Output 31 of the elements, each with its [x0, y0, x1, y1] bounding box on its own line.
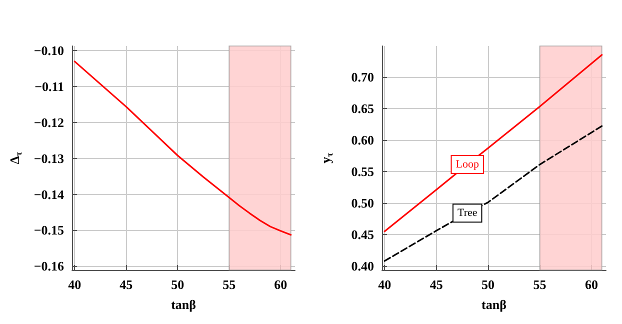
x-tick-label: 40 — [378, 277, 392, 292]
y-tick-label: −0.10 — [34, 43, 64, 58]
x-tick-label: 45 — [120, 277, 134, 292]
line-series — [74, 60, 292, 236]
line-series — [384, 54, 603, 232]
y-axis-title: yτ — [318, 152, 334, 164]
x-tick-label: 55 — [533, 277, 547, 292]
x-axis-title: tanβ — [482, 297, 507, 312]
x-tick-label: 55 — [222, 277, 236, 292]
y-tick-label: −0.13 — [34, 150, 65, 166]
y-tick-label: 0.50 — [351, 195, 374, 210]
x-tick-label: 50 — [171, 277, 184, 292]
y-tick-label: 0.65 — [351, 100, 374, 116]
y-tick-label: −0.12 — [34, 114, 64, 130]
y-tick-label: 0.40 — [351, 258, 374, 274]
x-tick-label: 50 — [482, 277, 495, 292]
y-tick-label: −0.16 — [34, 258, 65, 274]
x-tick-label: 60 — [585, 277, 598, 292]
x-axis-title: tanβ — [171, 297, 196, 312]
x-tick-label: 40 — [68, 277, 82, 292]
y-axis-title: Δτ — [7, 151, 24, 164]
x-tick-label: 60 — [274, 277, 288, 292]
y-tick-label: −0.15 — [34, 222, 65, 238]
y-tick-label: 0.55 — [351, 164, 374, 179]
y-tick-label: 0.60 — [351, 132, 374, 148]
y-tick-label: −0.14 — [34, 186, 65, 202]
y-tick-label: 0.45 — [351, 227, 374, 242]
x-tick-label: 45 — [430, 277, 444, 292]
y-tick-label: 0.70 — [351, 69, 374, 84]
y-tick-label: −0.11 — [34, 79, 64, 94]
line-series — [384, 125, 603, 262]
